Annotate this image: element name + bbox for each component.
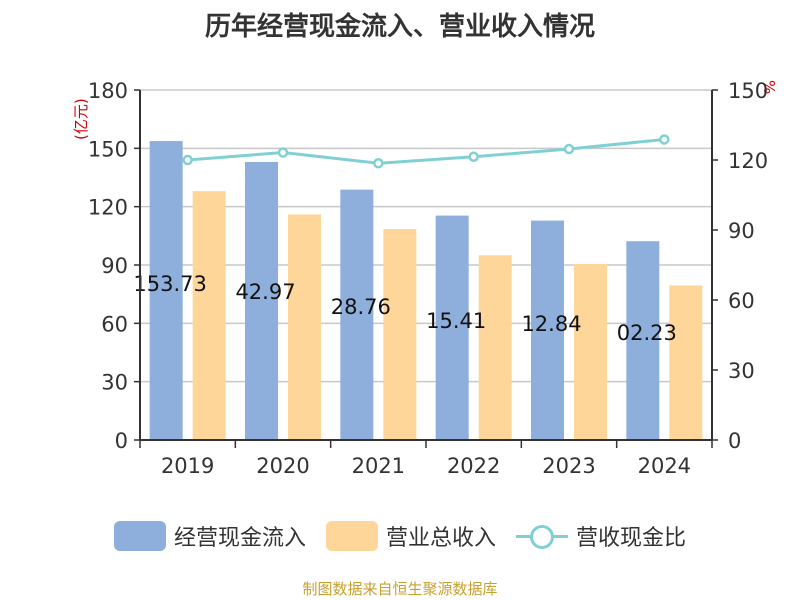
left-axis-tick-label: 150 [88, 137, 128, 161]
data-label: 12.84 [521, 312, 581, 336]
left-axis-tick-label: 90 [101, 254, 128, 278]
data-label: 153.73 [133, 272, 206, 296]
left-axis-tick-label: 0 [115, 429, 128, 453]
right-axis-tick-label: 150 [728, 79, 768, 103]
ratio-point [182, 154, 193, 166]
legend-item-ratio[interactable]: 营收现金比 [516, 520, 686, 552]
bar-cash-inflow [149, 141, 183, 440]
data-label: 15.41 [426, 309, 486, 333]
ratio-line [187, 137, 665, 165]
legend-line-ratio [516, 521, 568, 551]
bar-revenue [478, 255, 512, 440]
right-axis-tick-label: 90 [728, 219, 755, 243]
legend-swatch-revenue [325, 521, 378, 551]
bar-cash-inflow [531, 220, 564, 440]
x-axis-tick-label: 2022 [447, 454, 500, 478]
x-axis-tick-label: 2021 [352, 454, 405, 478]
data-label: 02.23 [617, 321, 677, 345]
bar-revenue [669, 285, 703, 440]
ratio-point [563, 143, 575, 155]
bar-revenue [574, 264, 607, 440]
bar-cash-inflow [245, 162, 278, 440]
right-axis-tick-label: 60 [728, 289, 755, 313]
x-axis-tick-label: 2020 [256, 454, 309, 478]
left-axis-tick-label: 180 [88, 79, 128, 103]
chart-title: 历年经营现金流入、营业收入情况 [204, 12, 595, 42]
bar-cash-inflow [340, 189, 374, 440]
bar-cash-inflow [435, 215, 469, 440]
legend-label-cash-inflow: 经营现金流入 [173, 526, 306, 551]
left-axis-tick-label: 60 [101, 312, 128, 336]
bar-revenue [383, 229, 417, 440]
x-axis-tick-label: 2023 [542, 454, 595, 478]
legend-item-revenue[interactable]: 营业总收入 [325, 520, 496, 552]
legend: 经营现金流入 营业总收入 营收现金比 [0, 516, 800, 556]
left-axis-tick-label: 30 [101, 371, 128, 395]
ratio-point [659, 134, 670, 145]
ratio-point [468, 151, 479, 162]
ratio-point [373, 158, 384, 169]
x-axis-tick-label: 2019 [161, 454, 214, 478]
x-axis-tick-label: 2024 [638, 454, 691, 478]
bar-revenue [192, 191, 226, 440]
left-axis-tick-label: 120 [88, 196, 128, 220]
legend-item-cash-inflow[interactable]: 经营现金流入 [113, 520, 306, 552]
legend-swatch-cash-inflow [113, 521, 166, 551]
data-label: 28.76 [331, 295, 391, 319]
bar-revenue [288, 214, 321, 440]
ratio-point [277, 147, 289, 158]
data-label: 42.97 [235, 280, 295, 304]
data-source: 制图数据来自恒生聚源数据库 [302, 580, 498, 598]
right-axis-tick-label: 0 [728, 429, 741, 453]
legend-label-ratio: 营收现金比 [576, 526, 687, 551]
right-axis-tick-label: 120 [728, 149, 768, 173]
legend-label-revenue: 营业总收入 [385, 526, 496, 551]
bar-cash-inflow [626, 241, 660, 440]
right-axis-tick-label: 30 [728, 359, 755, 383]
